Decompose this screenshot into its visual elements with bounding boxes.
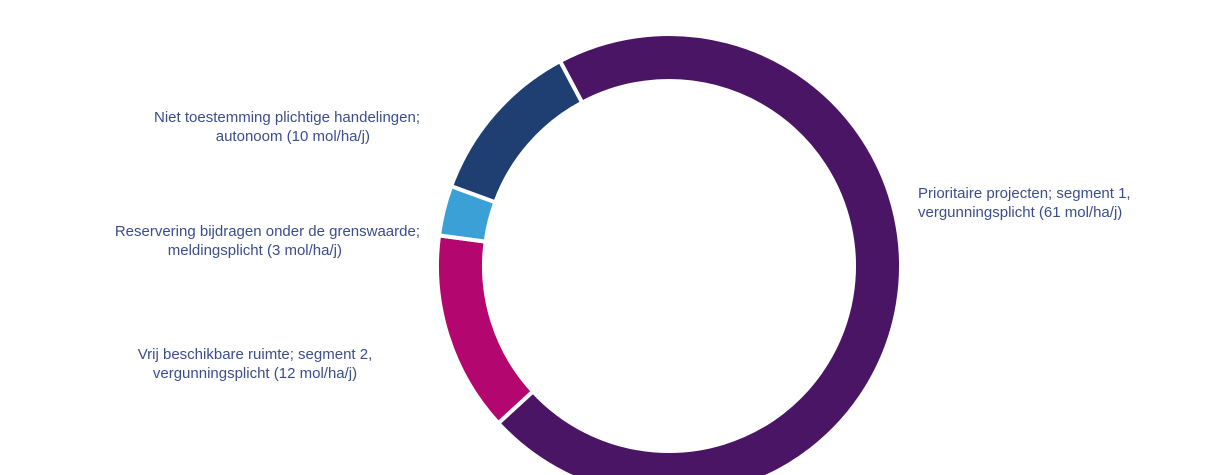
slice-label-prioritaire-line1: Prioritaire projecten; segment 1, <box>918 185 1131 202</box>
slice-label-vrij-line1: Vrij beschikbare ruimte; segment 2, <box>137 346 373 363</box>
slice-label-vrij: Vrij beschikbare ruimte; segment 2, verg… <box>90 345 420 383</box>
slice-niet <box>449 59 585 205</box>
slice-label-reservering-line1: Reservering bijdragen onder de grenswaar… <box>114 223 420 240</box>
slice-label-reservering-line2: meldingsplicht (3 mol/ha/j) <box>167 242 342 259</box>
slice-label-niet-line1: Niet toestemming plichtige handelingen; <box>154 109 420 126</box>
slice-label-prioritaire-line2: vergunningsplicht (61 mol/ha/j) <box>918 204 1123 221</box>
slice-vrij <box>435 233 535 426</box>
slice-label-niet: Niet toestemming plichtige handelingen; … <box>30 108 420 146</box>
slice-prioritaire <box>496 32 903 475</box>
slice-label-vrij-line2: vergunningsplicht (12 mol/ha/j) <box>152 365 358 382</box>
slice-label-niet-line2: autonoom (10 mol/ha/j) <box>215 128 370 145</box>
slice-label-prioritaire: Prioritaire projecten; segment 1, vergun… <box>918 184 1208 222</box>
slice-label-reservering: Reservering bijdragen onder de grenswaar… <box>0 222 420 260</box>
